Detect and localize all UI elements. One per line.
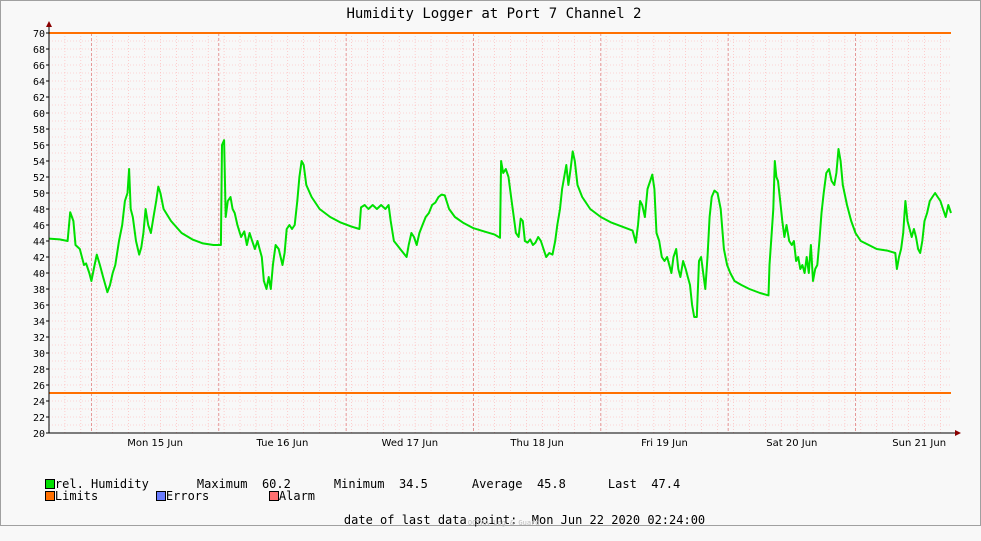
y-tick-label: 66 xyxy=(33,61,45,72)
y-tick-label: 58 xyxy=(33,125,45,136)
y-tick-label: 36 xyxy=(33,301,45,312)
y-tick-label: 60 xyxy=(33,109,45,120)
errors-label: Errors xyxy=(165,489,210,503)
legend-minimum: Minimum 34.5 xyxy=(305,463,428,491)
x-tick-label: Wed 17 Jun xyxy=(382,438,439,449)
y-axis-arrow-icon xyxy=(46,21,52,27)
y-tick-label: 24 xyxy=(33,397,45,408)
x-tick-label: Sat 20 Jun xyxy=(766,438,817,449)
axes xyxy=(46,21,961,436)
y-tick-label: 68 xyxy=(33,45,45,56)
humidity-chart: Humidity Logger at Port 7 Channel 2 20 22… xyxy=(0,0,981,526)
y-tick-label: 32 xyxy=(33,333,45,344)
x-tick-label: Mon 15 Jun xyxy=(127,438,183,449)
y-tick-label: 52 xyxy=(33,173,45,184)
limit-lines xyxy=(49,32,951,394)
y-tick-label: 38 xyxy=(33,285,45,296)
y-tick-label: 44 xyxy=(33,237,45,248)
limits-swatch-icon xyxy=(44,491,55,501)
legend-maximum: Maximum 60.2 xyxy=(168,463,291,491)
y-tick-label: 70 xyxy=(33,29,45,40)
y-tick-label: 56 xyxy=(33,141,45,152)
x-tick-label: Sun 21 Jun xyxy=(892,438,946,449)
x-tick-label: Fri 19 Jun xyxy=(641,438,688,449)
y-tick-label: 20 xyxy=(33,429,45,440)
series-line-rel-humidity xyxy=(48,139,952,318)
y-tick-label: 26 xyxy=(33,381,45,392)
y-tick-label: 30 xyxy=(33,349,45,360)
alarm-swatch-icon xyxy=(268,491,279,501)
legend-alarm: Alarm xyxy=(240,475,315,503)
watermark-text: OCTAA Log & Guard xyxy=(467,519,540,527)
y-tick-label: 34 xyxy=(33,317,45,328)
average-value: 45.8 xyxy=(536,477,566,491)
x-tick-labels: Mon 15 Jun Tue 16 Jun Wed 17 Jun Thu 18 Jun… xyxy=(127,438,946,449)
legend-row-series: rel. Humidity xyxy=(16,463,149,491)
legend-average: Average 45.8 xyxy=(443,463,566,491)
minimum-label: Minimum xyxy=(333,477,385,491)
x-axis-arrow-icon xyxy=(955,430,961,436)
y-tick-label: 40 xyxy=(33,269,45,280)
y-tick-label: 62 xyxy=(33,93,45,104)
legend-row-limits: Limits xyxy=(16,475,98,503)
maximum-value: 60.2 xyxy=(261,477,291,491)
series-swatch-icon xyxy=(44,479,55,489)
y-tick-label: 64 xyxy=(33,77,45,88)
y-tick-label: 46 xyxy=(33,221,45,232)
series-label: rel. Humidity xyxy=(54,477,149,491)
legend-errors: Errors xyxy=(127,475,209,503)
y-tick-labels: 20 22 24 26 28 30 32 34 36 38 40 42 44 46 48 50 52 54 56 58… xyxy=(33,29,45,440)
legend: rel. Humidity Maximum 60.2 Minimum 34.5 … xyxy=(0,0,705,527)
average-label: Average xyxy=(471,477,523,491)
legend-last: Last 47.4 xyxy=(579,463,680,491)
limits-label: Limits xyxy=(54,489,99,503)
watermark: OCTAA Log & Guard xyxy=(451,511,540,527)
y-tick-label: 28 xyxy=(33,365,45,376)
y-tick-label: 22 xyxy=(33,413,45,424)
last-label: Last xyxy=(607,477,637,491)
last-value: 47.4 xyxy=(651,477,681,491)
x-tick-label: Thu 18 Jun xyxy=(509,438,564,449)
x-tick-label: Tue 16 Jun xyxy=(256,438,309,449)
errors-swatch-icon xyxy=(155,491,166,501)
last-data-point-text: date of last data point: Mon Jun 22 2020… xyxy=(343,513,706,527)
y-tick-label: 50 xyxy=(33,189,45,200)
series-group xyxy=(48,139,952,318)
alarm-label: Alarm xyxy=(278,489,316,503)
maximum-label: Maximum xyxy=(196,477,248,491)
chart-title: Humidity Logger at Port 7 Channel 2 xyxy=(346,6,641,22)
y-tick-label: 54 xyxy=(33,157,45,168)
y-tick-label: 42 xyxy=(33,253,45,264)
y-tick-label: 48 xyxy=(33,205,45,216)
minimum-value: 34.5 xyxy=(398,477,428,491)
last-data-point: date of last data point: Mon Jun 22 2020… xyxy=(315,499,705,527)
